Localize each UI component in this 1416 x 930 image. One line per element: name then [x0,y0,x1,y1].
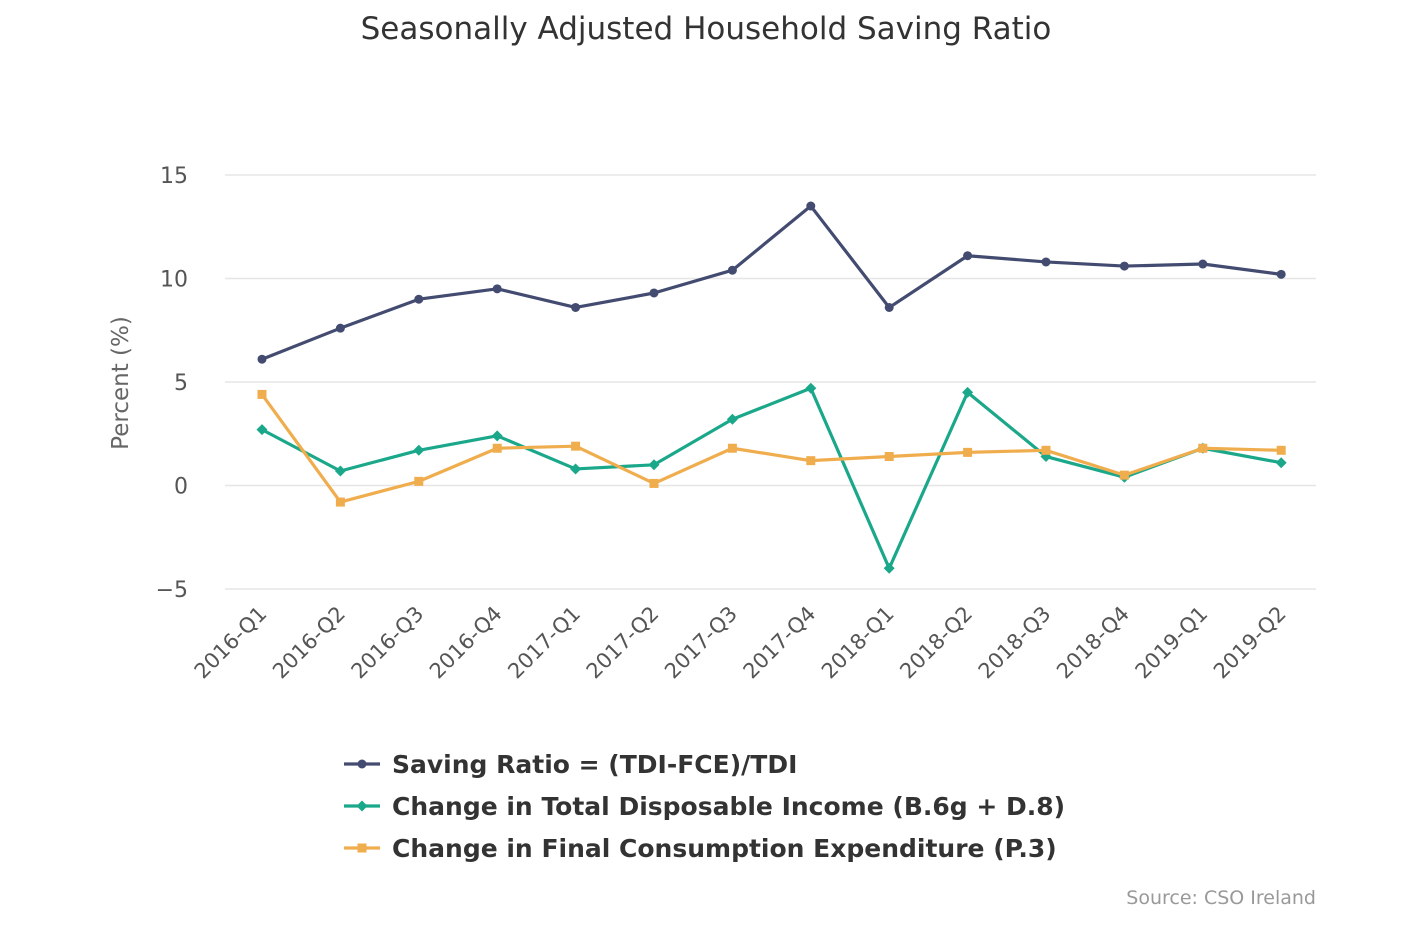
data-point[interactable] [648,459,660,471]
legend-label: Change in Final Consumption Expenditure … [392,834,1057,863]
legend-item[interactable]: Change in Final Consumption Expenditure … [344,834,1057,863]
x-tick-label: 2017-Q2 [582,602,664,684]
legend-item[interactable]: Change in Total Disposable Income (B.6g … [344,792,1065,821]
data-point[interactable] [571,441,581,451]
data-point[interactable] [1198,443,1208,453]
data-point[interactable] [491,430,503,442]
legend-marker [357,759,367,769]
data-point[interactable] [727,443,737,453]
data-point[interactable] [806,456,816,466]
x-tick-label: 2018-Q1 [817,602,899,684]
data-point[interactable] [649,288,659,298]
data-point[interactable] [1198,259,1208,269]
data-point[interactable] [335,323,345,333]
x-tick-label: 2018-Q2 [895,602,977,684]
data-point[interactable] [492,443,502,453]
chart-title: Seasonally Adjusted Household Saving Rat… [361,11,1052,47]
x-axis-ticks: 2016-Q12016-Q22016-Q32016-Q42017-Q12017-… [190,602,1291,684]
x-tick-label: 2018-Q4 [1052,602,1134,684]
data-point[interactable] [571,302,581,312]
x-tick-label: 2018-Q3 [974,602,1056,684]
y-tick-label: 5 [174,371,188,396]
data-point[interactable] [806,201,816,211]
data-point[interactable] [727,265,737,275]
data-point[interactable] [649,478,659,488]
series-line[interactable] [260,204,1283,361]
legend-marker [357,843,367,853]
data-point[interactable] [883,562,895,574]
x-tick-label: 2016-Q1 [190,602,272,684]
data-point[interactable] [1119,470,1129,480]
legend: Saving Ratio = (TDI-FCE)/TDI Change in To… [344,750,1065,863]
x-tick-label: 2017-Q1 [503,602,585,684]
y-tick-label: 10 [160,268,188,293]
series-3 [257,389,1286,507]
data-point[interactable] [884,452,894,462]
series [256,201,1287,574]
x-tick-label: 2019-Q1 [1131,602,1213,684]
y-axis-ticks: 15 10 5 0 −5 [156,164,188,603]
y-tick-label: 0 [174,475,188,500]
x-tick-label: 2017-Q4 [739,602,821,684]
series-1 [257,201,1286,364]
legend-label: Change in Total Disposable Income (B.6g … [392,792,1065,821]
data-point[interactable] [726,413,738,425]
data-point[interactable] [335,497,345,507]
data-point[interactable] [413,444,425,456]
y-tick-label: −5 [156,578,188,603]
data-point[interactable] [963,251,973,261]
data-point[interactable] [414,294,424,304]
x-tick-label: 2017-Q3 [660,602,742,684]
data-point[interactable] [962,386,974,398]
data-point[interactable] [805,382,817,394]
x-tick-label: 2016-Q2 [268,602,350,684]
data-point[interactable] [334,465,346,477]
data-point[interactable] [257,354,267,364]
series-line[interactable] [260,392,1283,504]
data-point[interactable] [492,284,502,294]
data-point[interactable] [1276,269,1286,279]
series-2 [256,382,1287,574]
y-tick-label: 15 [160,164,188,189]
data-point[interactable] [963,447,973,457]
data-point[interactable] [1041,445,1051,455]
legend-item[interactable]: Saving Ratio = (TDI-FCE)/TDI [344,750,797,779]
x-tick-label: 2019-Q2 [1209,602,1291,684]
source-credit[interactable]: Source: CSO Ireland [1126,887,1316,909]
data-point[interactable] [1119,261,1129,271]
data-point[interactable] [1041,257,1051,267]
x-tick-label: 2016-Q4 [425,602,507,684]
data-point[interactable] [1276,445,1286,455]
x-tick-label: 2016-Q3 [347,602,429,684]
data-point[interactable] [570,463,582,475]
data-point[interactable] [884,302,894,312]
y-axis-label: Percent (%) [108,316,134,450]
data-point[interactable] [256,424,268,436]
legend-label: Saving Ratio = (TDI-FCE)/TDI [392,750,797,779]
series-line[interactable] [260,386,1283,570]
legend-marker [356,800,368,812]
data-point[interactable] [257,389,267,399]
data-point[interactable] [414,476,424,486]
data-point[interactable] [1275,457,1287,469]
